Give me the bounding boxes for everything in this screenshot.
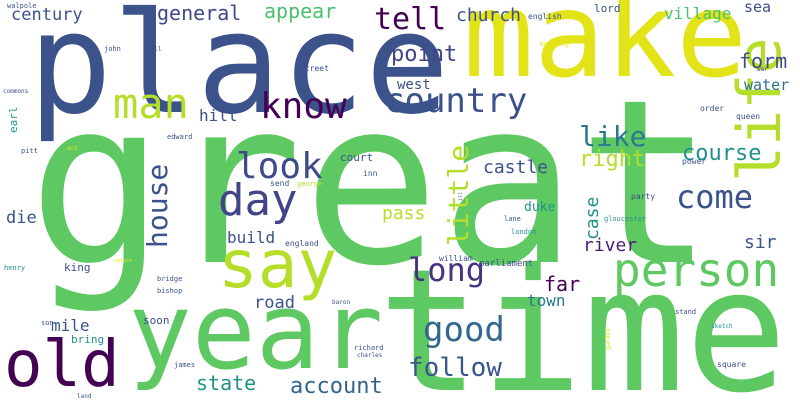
word: bishop [157, 287, 182, 295]
word: form [739, 49, 787, 73]
word: square [717, 360, 746, 369]
word: know [260, 86, 347, 127]
word: baron [332, 299, 350, 306]
word: time [378, 233, 787, 400]
word: good [423, 310, 505, 350]
word: send [270, 179, 289, 188]
word: old [4, 328, 120, 400]
word: edward [167, 133, 192, 141]
word: mile [51, 316, 90, 335]
word: say [218, 226, 337, 303]
word: war [757, 66, 768, 73]
word: nature [114, 258, 132, 264]
word: lord [594, 2, 621, 15]
word: century [11, 5, 83, 25]
word: man [113, 79, 189, 128]
word: power [682, 157, 706, 166]
word: inn [363, 169, 378, 178]
word: river [583, 235, 637, 256]
word: england [285, 239, 319, 248]
word: village [664, 4, 731, 23]
word: charles [357, 352, 383, 359]
word: land [77, 393, 92, 400]
word: ill [458, 192, 464, 201]
word: course [682, 141, 761, 166]
word: follow [408, 353, 502, 383]
word: little [442, 145, 475, 246]
word: castle [483, 157, 548, 178]
word: pass [382, 203, 425, 224]
word: english [528, 12, 562, 21]
word: bridge [157, 275, 182, 283]
word: year [128, 270, 383, 393]
word: soon [143, 314, 170, 327]
word: order [700, 104, 724, 113]
word: point [391, 42, 457, 67]
word: day [218, 175, 297, 226]
word: street [300, 64, 329, 73]
word: lane [504, 215, 521, 223]
word: hill [199, 106, 238, 125]
word: long [408, 251, 485, 289]
word: james [174, 361, 195, 369]
word: parliament [479, 259, 533, 269]
word: george [297, 180, 322, 188]
word: build [227, 228, 275, 247]
word: look [236, 146, 323, 187]
word: act [67, 145, 78, 152]
word: water [744, 76, 789, 94]
word: duke [524, 200, 555, 215]
word: general [157, 1, 241, 25]
word: bill [147, 46, 162, 53]
word: stand [675, 308, 696, 316]
word: earl [7, 107, 20, 134]
word: tell [374, 2, 446, 37]
word: town [527, 291, 566, 310]
word: william [439, 254, 473, 263]
word: state [196, 371, 256, 395]
word: party [631, 192, 655, 201]
word: great [28, 50, 714, 316]
word: place [28, 0, 449, 146]
word: sea [744, 0, 771, 16]
word: court [340, 151, 373, 164]
word: bring [71, 333, 104, 346]
word: sir [744, 232, 777, 253]
word: henry [4, 264, 25, 272]
word: london [511, 228, 536, 236]
word: richard [354, 344, 384, 352]
word: house [141, 164, 174, 248]
word: building [540, 41, 569, 48]
word: john [104, 45, 121, 53]
word: appear [264, 0, 336, 23]
word: like [579, 120, 646, 153]
word: commons [3, 88, 29, 95]
word: church [456, 5, 521, 26]
word: life [725, 38, 795, 183]
word: come [676, 178, 753, 216]
word: west [397, 77, 431, 93]
word: die [6, 208, 37, 228]
word: sketch [711, 323, 733, 330]
word: queen [736, 112, 760, 121]
word: right [579, 147, 645, 172]
word: person [613, 243, 779, 297]
word: case [582, 197, 603, 240]
word: road [254, 293, 295, 313]
word: king [64, 261, 91, 274]
word: make [463, 0, 747, 104]
word: walpole [7, 2, 37, 10]
word: account [290, 374, 383, 399]
word: far [544, 272, 580, 296]
word: son [41, 319, 54, 327]
word: gloucester [604, 215, 646, 223]
word: garden [605, 328, 612, 350]
word: country [384, 81, 527, 121]
word: pitt [21, 147, 38, 155]
